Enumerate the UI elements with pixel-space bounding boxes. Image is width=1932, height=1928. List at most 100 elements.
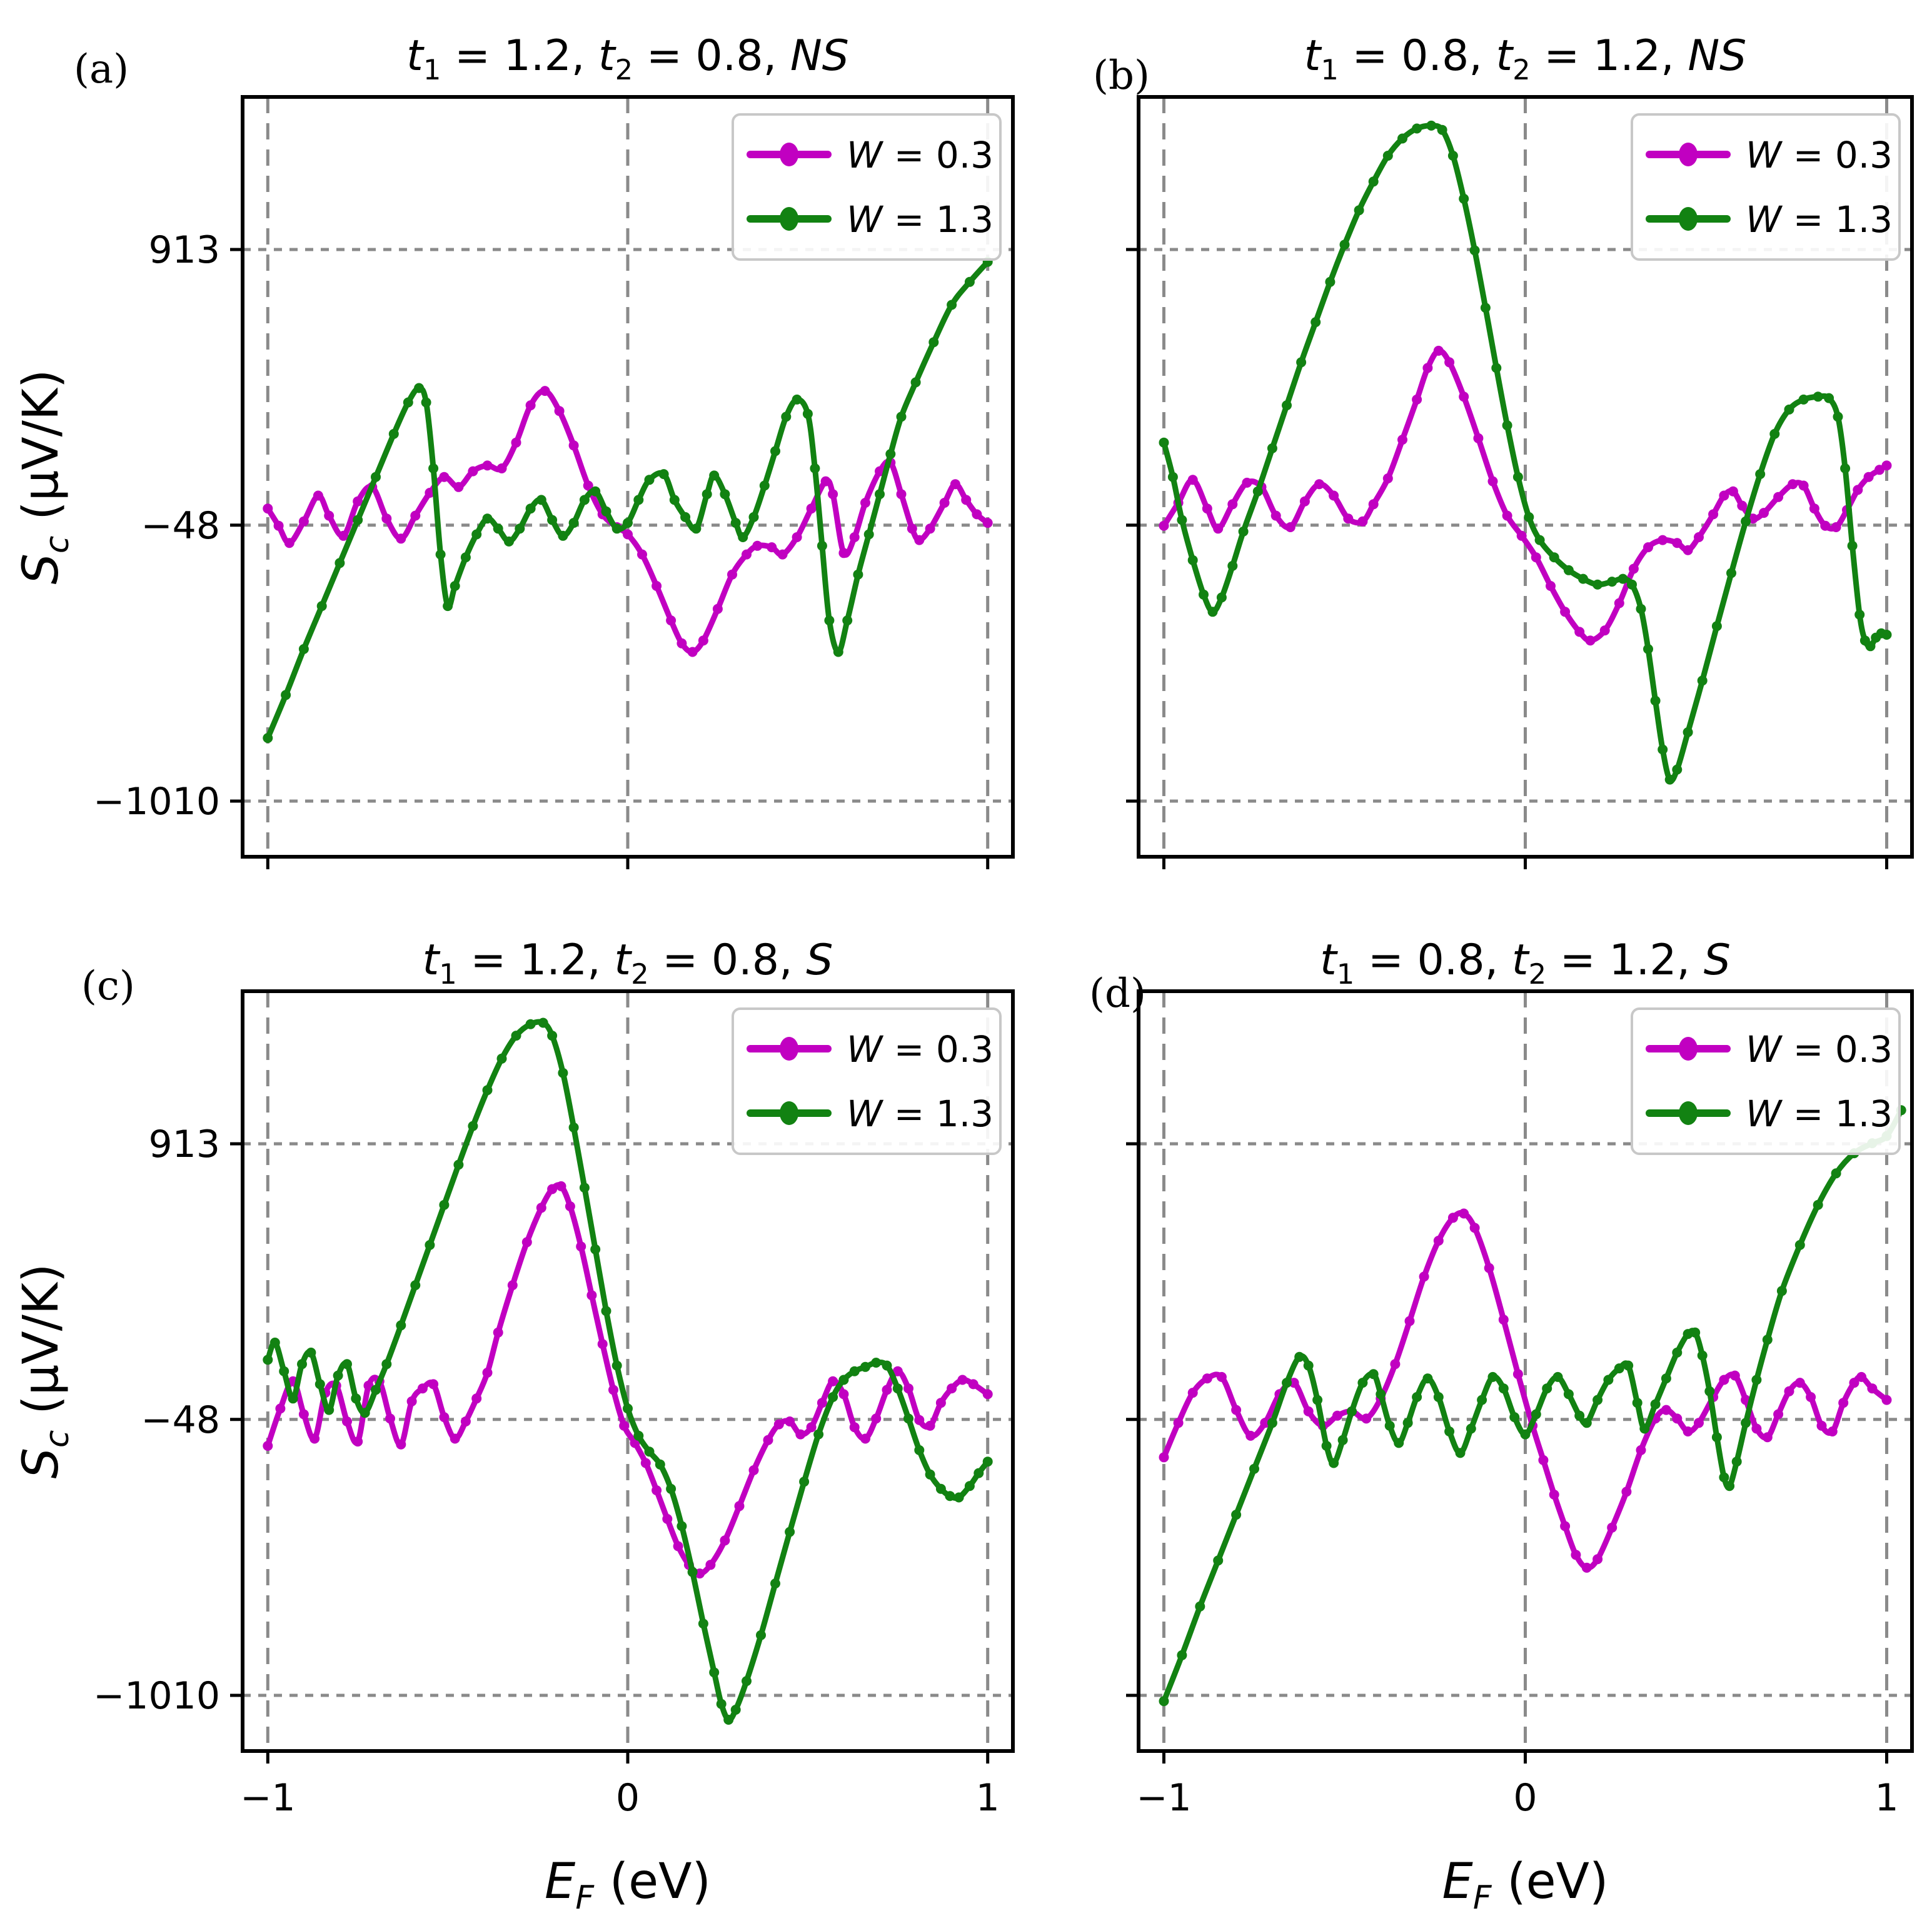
data-point-marker bbox=[702, 489, 712, 500]
data-point-marker bbox=[568, 518, 579, 528]
data-point-marker bbox=[1321, 1441, 1332, 1451]
data-point-marker bbox=[623, 1403, 633, 1414]
legend-entry-w13: W = 1.3 bbox=[1646, 1093, 1893, 1135]
data-point-marker bbox=[982, 518, 993, 528]
data-point-marker bbox=[1296, 357, 1307, 368]
data-point-marker bbox=[756, 1630, 766, 1640]
series-markers-b-w13 bbox=[1159, 120, 1892, 785]
data-point-marker bbox=[1242, 477, 1252, 488]
data-point-marker bbox=[1314, 479, 1324, 490]
data-point-marker bbox=[525, 400, 536, 411]
data-point-marker bbox=[1484, 1263, 1494, 1273]
data-point-marker bbox=[1419, 1271, 1429, 1282]
data-point-marker bbox=[742, 1676, 752, 1687]
data-point-marker bbox=[1252, 486, 1263, 497]
data-point-marker bbox=[284, 538, 294, 548]
data-point-marker bbox=[860, 1361, 870, 1372]
data-point-marker bbox=[633, 495, 644, 505]
data-point-marker bbox=[1329, 490, 1339, 501]
legend-label: W = 0.3 bbox=[847, 134, 994, 176]
data-point-marker bbox=[482, 1368, 493, 1378]
data-point-marker bbox=[785, 1527, 795, 1537]
data-point-marker bbox=[493, 523, 503, 534]
data-point-marker bbox=[1524, 512, 1534, 522]
data-point-marker bbox=[1827, 1426, 1838, 1436]
data-point-marker bbox=[388, 428, 399, 439]
data-point-marker bbox=[525, 503, 536, 514]
data-point-marker bbox=[1741, 516, 1751, 527]
data-point-marker bbox=[1213, 523, 1224, 534]
data-point-marker bbox=[1294, 1351, 1305, 1362]
data-point-marker bbox=[1856, 1371, 1867, 1382]
data-point-marker bbox=[482, 460, 493, 471]
data-point-marker bbox=[1729, 1370, 1740, 1381]
data-point-marker bbox=[792, 394, 802, 405]
data-point-marker bbox=[838, 1375, 849, 1385]
data-point-marker bbox=[1202, 503, 1212, 514]
data-point-marker bbox=[414, 383, 425, 393]
data-point-marker bbox=[1469, 245, 1480, 256]
data-point-marker bbox=[540, 386, 550, 396]
data-point-marker bbox=[1238, 526, 1249, 537]
data-point-marker bbox=[360, 1408, 370, 1418]
data-point-marker bbox=[601, 1306, 611, 1316]
data-point-marker bbox=[1285, 522, 1296, 532]
data-point-marker bbox=[1773, 492, 1784, 502]
data-point-marker bbox=[817, 1398, 827, 1408]
data-point-marker bbox=[468, 1121, 478, 1131]
data-point-marker bbox=[1865, 641, 1876, 652]
data-point-marker bbox=[496, 463, 507, 473]
data-point-marker bbox=[1773, 1409, 1784, 1420]
data-point-marker bbox=[313, 490, 323, 501]
data-point-marker bbox=[677, 638, 687, 649]
data-point-marker bbox=[1618, 573, 1628, 584]
data-point-marker bbox=[263, 733, 273, 744]
data-point-marker bbox=[460, 552, 471, 563]
data-point-marker bbox=[1661, 1373, 1671, 1384]
data-point-marker bbox=[1459, 193, 1469, 204]
data-point-marker bbox=[576, 1241, 586, 1252]
data-point-marker bbox=[471, 529, 482, 540]
data-point-marker bbox=[1509, 1412, 1520, 1423]
data-point-marker bbox=[554, 406, 565, 416]
panel-letter-b: (b) bbox=[1093, 53, 1150, 99]
data-point-marker bbox=[511, 437, 521, 448]
data-point-marker bbox=[353, 1436, 363, 1447]
data-point-marker bbox=[1173, 1418, 1184, 1428]
data-point-marker bbox=[1195, 1601, 1205, 1612]
data-point-marker bbox=[425, 488, 435, 498]
data-point-marker bbox=[1455, 1448, 1466, 1458]
data-point-marker bbox=[1412, 1392, 1422, 1402]
data-point-marker bbox=[1672, 538, 1683, 548]
data-point-marker bbox=[269, 1337, 280, 1348]
data-point-marker bbox=[964, 1481, 975, 1491]
data-point-marker bbox=[1480, 303, 1491, 313]
data-point-marker bbox=[1607, 1522, 1618, 1533]
data-point-marker bbox=[1683, 727, 1693, 737]
data-point-marker bbox=[1384, 1420, 1395, 1431]
data-point-marker bbox=[1658, 744, 1668, 755]
data-point-marker bbox=[1177, 515, 1187, 525]
data-point-marker bbox=[838, 548, 849, 558]
data-point-marker bbox=[316, 601, 327, 612]
data-point-marker bbox=[493, 1327, 503, 1338]
data-point-marker bbox=[381, 513, 392, 524]
data-point-marker bbox=[1167, 472, 1178, 482]
data-point-marker bbox=[1769, 428, 1780, 439]
legend-marker bbox=[1679, 1037, 1698, 1061]
data-point-marker bbox=[1708, 509, 1719, 520]
data-point-marker bbox=[611, 1360, 622, 1371]
data-point-marker bbox=[1270, 510, 1281, 521]
data-point-marker bbox=[1546, 581, 1556, 591]
data-point-marker bbox=[1658, 535, 1668, 545]
data-point-marker bbox=[1267, 443, 1277, 453]
data-point-marker bbox=[1469, 1223, 1480, 1233]
data-point-marker bbox=[1731, 1456, 1742, 1467]
series-group bbox=[1159, 120, 1892, 785]
data-point-marker bbox=[806, 1422, 817, 1433]
data-point-marker bbox=[403, 397, 413, 408]
data-point-marker bbox=[1603, 1375, 1614, 1385]
legend-label: W = 1.3 bbox=[1746, 198, 1893, 241]
data-point-marker bbox=[1592, 1395, 1603, 1405]
